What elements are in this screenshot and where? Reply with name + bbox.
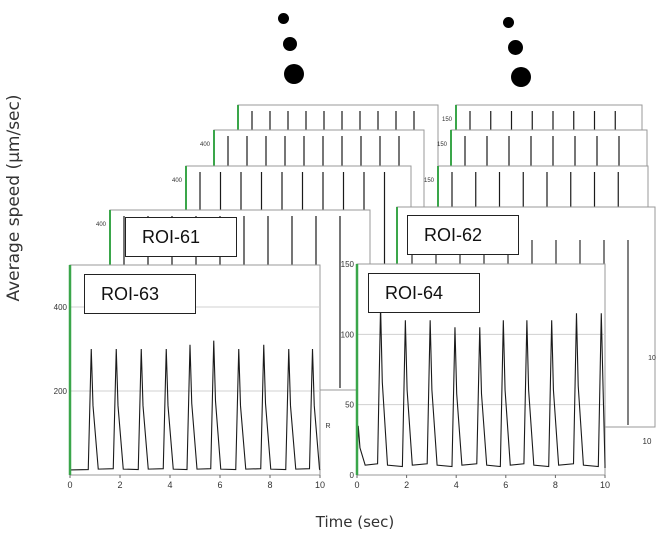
- x-tick-label: 6: [217, 480, 222, 490]
- x-tick-label: 0: [67, 480, 72, 490]
- rotated-tick-label: R: [325, 423, 330, 430]
- y-tick-label: 100: [341, 330, 355, 339]
- x-tick-label: 0: [354, 480, 359, 490]
- panel-tick-label: 150: [442, 117, 453, 123]
- edge-x-tick-label: 10: [648, 355, 656, 362]
- y-tick-label: 0: [350, 471, 355, 480]
- y-axis-label: Average speed (μm/sec): [4, 94, 24, 302]
- panel-tick-label: 400: [96, 222, 107, 228]
- roi-label-63: ROI-63: [84, 274, 196, 314]
- y-tick-label: 50: [345, 401, 354, 410]
- x-tick-label: 10: [600, 480, 610, 490]
- y-tick-label: 150: [341, 260, 355, 269]
- x-tick-label: 4: [167, 480, 172, 490]
- x-tick-label: 2: [117, 480, 122, 490]
- x-axis-label: Time (sec): [315, 513, 395, 531]
- panel-tick-label: 150: [424, 178, 435, 184]
- panel-tick-label: 400: [200, 142, 211, 148]
- ellipsis-dot: [278, 13, 289, 24]
- ellipsis-dot: [503, 17, 514, 28]
- speed-trace: [356, 306, 606, 468]
- y-tick-label: 400: [54, 303, 68, 312]
- x-tick-label: 10: [315, 480, 325, 490]
- ellipsis-dot: [283, 37, 297, 51]
- ellipsis-dot: [508, 40, 523, 55]
- ellipsis-dot: [511, 67, 531, 87]
- roi-label-61: ROI-61: [125, 217, 237, 257]
- x-tick-label: 6: [503, 480, 508, 490]
- roi-label-62: ROI-62: [407, 215, 519, 255]
- speed-trace: [69, 340, 321, 471]
- y-tick-label: 200: [54, 387, 68, 396]
- x-tick-label: 8: [553, 480, 558, 490]
- x-tick-label: 2: [404, 480, 409, 490]
- edge-x-tick-label: 10: [643, 437, 652, 446]
- roi-label-64: ROI-64: [368, 273, 480, 313]
- x-tick-label: 8: [267, 480, 272, 490]
- panel-tick-label: 150: [437, 142, 448, 148]
- panel-tick-label: 400: [172, 178, 183, 184]
- ellipsis-dot: [284, 64, 304, 84]
- x-tick-label: 4: [454, 480, 459, 490]
